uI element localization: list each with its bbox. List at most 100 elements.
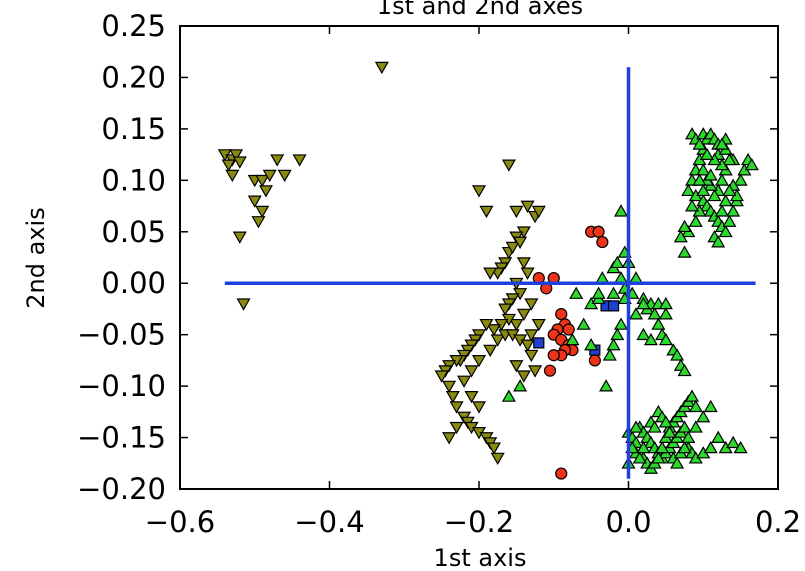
data-point <box>232 156 247 169</box>
data-point <box>602 348 617 361</box>
x-tick-label: −0.2 <box>444 505 514 539</box>
data-point <box>647 420 662 433</box>
data-point <box>374 61 389 75</box>
data-point <box>471 401 487 414</box>
data-point <box>610 327 625 341</box>
data-point <box>718 194 733 207</box>
data-point <box>449 421 464 435</box>
x-tick-label: −0.4 <box>294 505 364 539</box>
data-point <box>692 173 707 186</box>
data-point <box>479 205 494 219</box>
data-point <box>236 298 251 311</box>
data-point <box>643 332 658 346</box>
data-point <box>471 185 487 198</box>
data-point <box>509 360 524 373</box>
data-point <box>555 307 568 321</box>
data-point <box>569 286 584 299</box>
y-tick-label: −0.15 <box>77 421 166 455</box>
data-point <box>221 159 236 172</box>
data-point <box>696 183 711 197</box>
data-point <box>509 205 524 219</box>
data-point <box>714 204 729 217</box>
data-point <box>628 307 644 320</box>
data-point <box>255 205 270 219</box>
data-point <box>677 420 692 433</box>
data-point <box>658 332 673 346</box>
data-point <box>636 296 651 310</box>
data-point <box>703 399 718 413</box>
series-0 <box>217 61 546 466</box>
x-tick-label: −0.6 <box>145 505 215 539</box>
data-point <box>584 338 599 351</box>
data-point <box>490 452 505 466</box>
data-point <box>516 370 531 383</box>
data-point <box>722 152 737 166</box>
data-point <box>733 173 748 186</box>
y-tick-label: 0.25 <box>101 9 166 43</box>
data-point <box>696 163 711 176</box>
data-point <box>588 354 601 367</box>
data-point <box>647 307 662 320</box>
data-point <box>524 329 539 342</box>
data-point <box>703 168 718 181</box>
data-point <box>632 451 647 464</box>
x-tick-label: 0.0 <box>605 505 651 539</box>
data-point <box>483 267 498 280</box>
data-point <box>670 348 685 361</box>
data-point <box>595 271 610 284</box>
data-point <box>483 344 498 358</box>
data-point <box>610 255 625 269</box>
data-point <box>449 401 464 414</box>
data-point <box>703 440 718 454</box>
data-point <box>225 169 240 183</box>
data-point <box>613 271 629 284</box>
data-point <box>655 440 670 454</box>
data-point <box>692 137 707 150</box>
data-point <box>471 354 487 368</box>
data-point <box>520 339 535 352</box>
data-point <box>711 430 726 443</box>
y-tick-label: −0.10 <box>77 369 166 403</box>
data-point <box>543 364 557 377</box>
data-point <box>681 430 696 443</box>
data-point <box>531 318 546 332</box>
data-point <box>688 420 703 433</box>
data-point <box>464 391 479 404</box>
data-point <box>457 375 472 388</box>
data-point <box>533 337 545 349</box>
data-point <box>651 317 666 330</box>
data-point <box>606 338 621 351</box>
data-point <box>677 440 692 454</box>
y-tick-label: −0.20 <box>77 472 166 506</box>
data-point <box>658 307 673 320</box>
x-tick-label: 0.2 <box>755 505 801 539</box>
data-point <box>513 236 528 249</box>
axis-ticks: −0.6 −0.4 −0.2 0.0 0.2 0.25 0.20 0.15 0.10 0.05 0.… <box>77 9 801 539</box>
data-point <box>722 183 737 197</box>
data-point <box>501 159 516 172</box>
data-point <box>688 399 703 413</box>
y-tick-label: 0.00 <box>101 266 166 300</box>
data-point <box>486 442 501 455</box>
x-axis-label: 1st axis <box>434 544 527 571</box>
data-point <box>490 334 505 347</box>
data-point <box>255 174 270 188</box>
data-point <box>262 169 277 183</box>
data-point <box>292 154 307 167</box>
data-point <box>442 380 457 394</box>
chart-title: 1st and 2nd axes <box>377 0 583 20</box>
data-point <box>636 327 651 341</box>
data-point <box>434 370 449 383</box>
data-point <box>565 332 580 346</box>
data-point <box>696 410 711 423</box>
data-point <box>711 235 726 248</box>
data-point <box>247 195 262 208</box>
data-point <box>442 432 457 445</box>
data-point <box>528 365 543 378</box>
data-point <box>707 188 722 202</box>
y-tick-label: 0.20 <box>101 60 166 94</box>
data-point <box>714 137 729 150</box>
data-point <box>251 216 266 229</box>
data-point <box>599 379 614 392</box>
data-point <box>613 317 629 330</box>
